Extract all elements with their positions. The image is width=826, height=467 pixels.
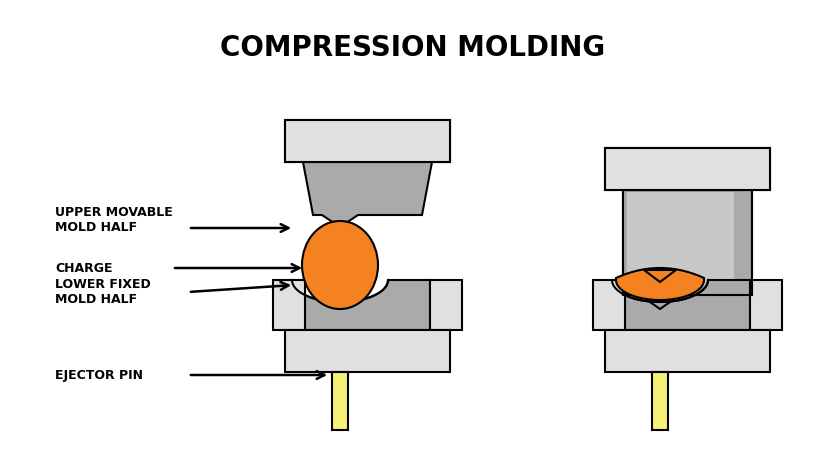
Polygon shape — [292, 280, 430, 330]
Bar — [605, 330, 770, 372]
Polygon shape — [303, 162, 432, 227]
Text: COMPRESSION MOLDING: COMPRESSION MOLDING — [221, 34, 605, 62]
Polygon shape — [644, 270, 676, 282]
Bar — [285, 120, 450, 162]
Bar — [273, 280, 305, 330]
Bar — [605, 148, 770, 190]
Bar — [750, 280, 782, 330]
Text: UPPER MOVABLE
MOLD HALF: UPPER MOVABLE MOLD HALF — [55, 206, 173, 234]
Bar — [430, 280, 462, 330]
Polygon shape — [616, 268, 704, 300]
Text: CHARGE: CHARGE — [55, 262, 112, 275]
Bar — [652, 372, 668, 430]
Bar — [285, 120, 450, 162]
Polygon shape — [623, 190, 752, 309]
Bar — [605, 148, 770, 190]
Bar — [627, 192, 734, 287]
Bar — [332, 372, 348, 430]
Polygon shape — [612, 280, 750, 330]
Text: EJECTOR PIN: EJECTOR PIN — [55, 368, 143, 382]
Bar — [285, 330, 450, 372]
Bar — [593, 280, 625, 330]
Text: LOWER FIXED
MOLD HALF: LOWER FIXED MOLD HALF — [55, 278, 151, 306]
Ellipse shape — [302, 221, 378, 309]
